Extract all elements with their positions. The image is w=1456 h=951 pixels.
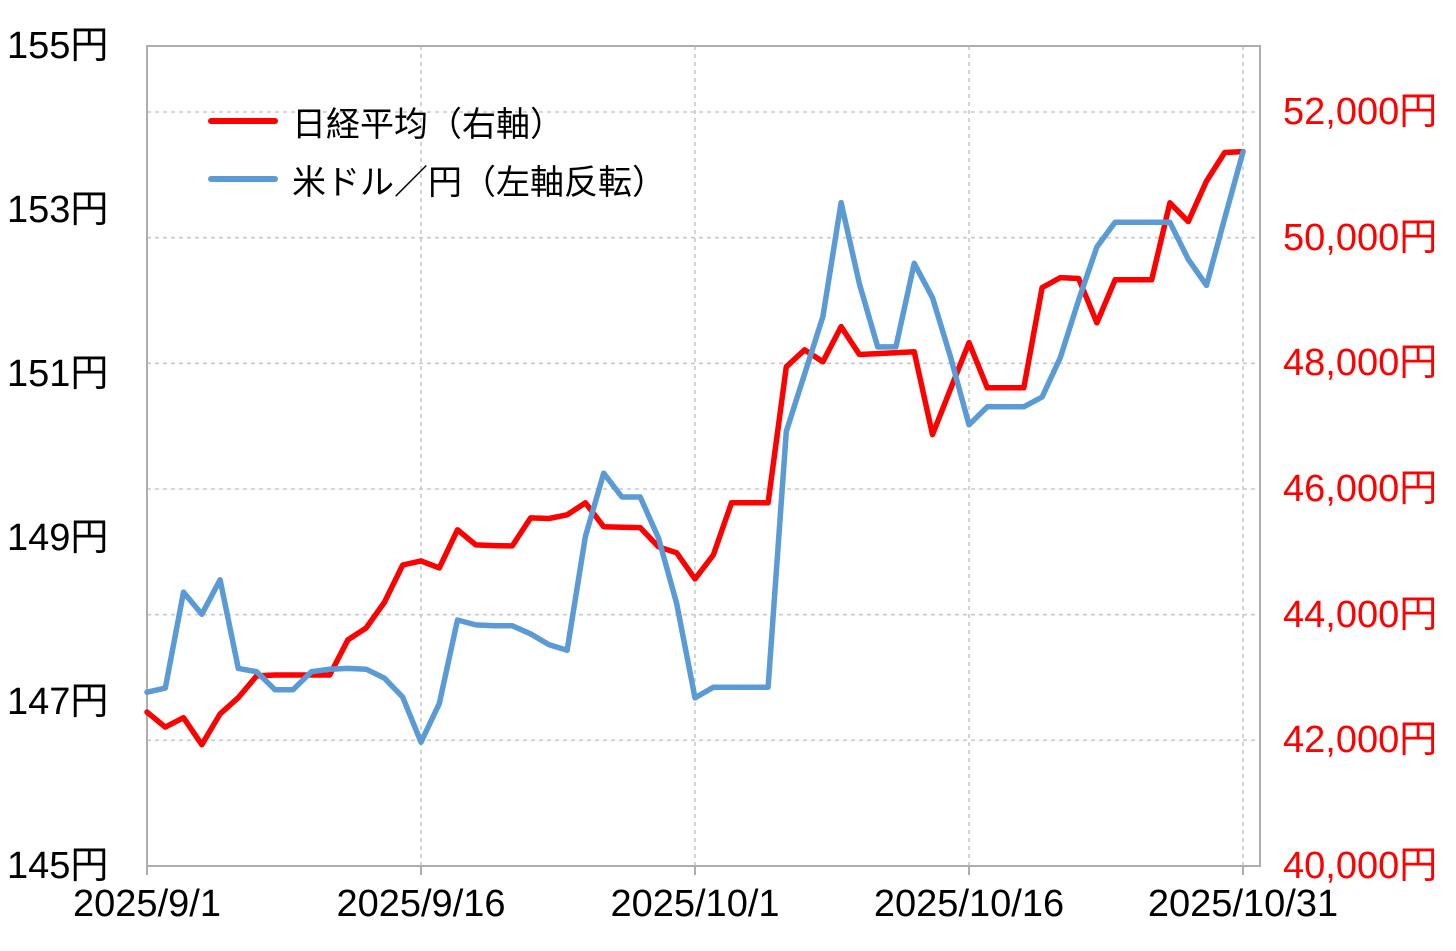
y-right-tick-label: 50,000円 <box>1283 216 1438 259</box>
y-left-tick-label: 155円 <box>7 25 109 67</box>
y-left-tick-label: 153円 <box>7 189 109 231</box>
usdjpy-line-swatch-icon <box>208 176 278 182</box>
legend-label-nikkei: 日経平均（右軸） <box>292 105 564 144</box>
y-right-tick-label: 46,000円 <box>1283 468 1438 510</box>
x-tick-label: 2025/10/16 <box>873 883 1065 925</box>
plot-border <box>146 45 1261 867</box>
legend-label-usdjpy: 米ドル／円（左軸反転） <box>292 163 666 202</box>
y-right-tick-label: 44,000円 <box>1283 593 1438 636</box>
nikkei-line <box>144 148 1246 748</box>
y-right-tick-label: 48,000円 <box>1283 342 1438 385</box>
legend-item-usdjpy: 米ドル／円（左軸反転） <box>208 150 666 208</box>
x-tick-label: 2025/9/16 <box>336 883 506 925</box>
y-left-tick-label: 147円 <box>7 681 109 723</box>
legend-item-nikkei: 日経平均（右軸） <box>208 92 666 150</box>
x-tick-label: 2025/9/1 <box>73 883 221 925</box>
usdjpy-line <box>144 149 1246 745</box>
y-right-tick-label: 42,000円 <box>1283 719 1438 762</box>
y-right-tick-label: 52,000円 <box>1283 91 1438 133</box>
x-tick-label: 2025/10/1 <box>610 883 780 925</box>
y-left-tick-label: 149円 <box>7 517 109 559</box>
x-tick-label: 2025/10/31 <box>1147 883 1339 925</box>
y-right-tick-label: 40,000円 <box>1283 845 1438 887</box>
y-left-tick-label: 151円 <box>7 353 109 395</box>
nikkei-line-swatch-icon <box>208 118 278 124</box>
legend: 日経平均（右軸） 米ドル／円（左軸反転） <box>208 92 666 208</box>
y-left-tick-label: 145円 <box>7 845 109 887</box>
